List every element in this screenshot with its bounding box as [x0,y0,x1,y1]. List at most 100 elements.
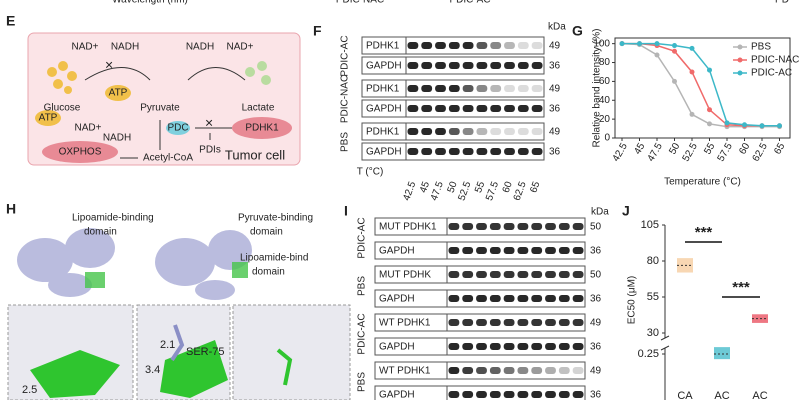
blot-band [558,391,570,398]
x-tick-label: 62.5 [751,141,770,164]
blot-band [517,367,529,374]
pdc-badge [166,121,190,135]
blot-band [490,105,502,112]
blot-band [462,62,474,69]
diagram-label: Lactate [242,103,275,114]
residue-label: SER-75 [186,346,225,358]
blot-band [572,271,584,278]
blot-band [503,343,515,350]
axis-break [660,335,670,351]
blot-band [462,128,474,135]
blot-band [421,148,433,155]
row-label: GAPDH [379,342,415,353]
blot-band [435,62,446,69]
blot-band [517,105,529,112]
row-label: GAPDH [379,390,415,400]
blot-band [407,105,419,112]
panel-letter: I [344,203,348,219]
panel-letter: F [313,23,322,39]
blot-band [435,105,446,112]
blot-band [489,319,501,326]
y-tick-label: 55 [647,291,659,303]
blot-band [448,105,460,112]
panel-letter: E [6,13,15,29]
group-label: PDIC-AC [340,35,351,76]
legend-marker [737,57,743,63]
group-label: PDIC-NAC [340,75,351,123]
blot-band [462,271,474,278]
row-label: PDHK1 [366,127,400,138]
temp-label: 50 [446,180,460,195]
kda-label: 36 [549,147,561,158]
data-point [672,78,677,84]
blot-band [558,271,570,278]
blot-band [517,247,529,254]
domain-label: Pyruvate-binding [238,213,313,224]
y-tick-label: 100 [593,38,610,49]
row-label: GAPDH [379,246,415,257]
blot-band [531,319,543,326]
blot-band [448,62,460,69]
blot-band [503,319,515,326]
blot-band [572,295,584,302]
group-label: PBS [357,276,368,296]
blot-band [448,128,460,135]
blot-band [531,85,543,92]
blot-band [421,42,433,49]
temp-label: 42.5 [401,180,418,202]
x-tick-label: 52.5 [681,141,700,164]
blot-band [558,295,570,302]
blot-band [572,319,584,326]
data-point [777,123,782,129]
blot-band [476,148,488,155]
domain-label: domain [84,227,117,238]
row-label: GAPDH [379,294,415,305]
blot-band [517,42,529,49]
diagram-label: Glucose [44,103,81,114]
blot-band [531,128,543,135]
group-label: PBS [340,132,351,152]
blot-band [504,148,515,155]
blot-band [462,319,474,326]
series-line [621,42,780,128]
blot-band [435,128,446,135]
blot-band [448,343,460,350]
blot-band [517,319,529,326]
blot-band [448,247,460,254]
cut-label: Wavelength (nm) [112,0,188,6]
blot-band [462,223,474,230]
x-tick-label: 47.5 [646,141,665,164]
blot-band [545,247,556,254]
blot-band [407,62,419,69]
blot-band [490,42,502,49]
data-point [672,48,677,54]
box [714,347,730,360]
legend-label: PDIC-AC [751,68,792,79]
atp-badge [35,110,61,126]
blot-band [476,319,487,326]
y-tick-label: 20 [599,114,611,125]
blot-band [421,62,433,69]
row-label: WT PDHK1 [379,318,431,329]
blot-band [448,391,460,398]
temp-label: 65 [528,180,542,195]
block-mark: × [205,115,213,131]
blot-band [476,128,488,135]
blot-band [531,367,543,374]
data-point [759,123,765,129]
row-label: PDHK1 [366,84,400,95]
blot-frame [405,56,545,75]
kda-label: 50 [590,222,602,233]
kda-label: 49 [590,366,602,377]
x-tick-label: 60 [737,141,752,157]
blot-band [462,85,474,92]
blot-band [503,391,515,398]
blot-band [462,295,474,302]
blot-band [489,295,501,302]
blot-band [572,223,584,230]
glucose-dots [47,61,77,94]
blot-band [476,343,487,350]
y-tick-label: 60 [599,76,611,87]
distance-label: 3.4 [145,364,160,376]
blot-band [407,148,419,155]
